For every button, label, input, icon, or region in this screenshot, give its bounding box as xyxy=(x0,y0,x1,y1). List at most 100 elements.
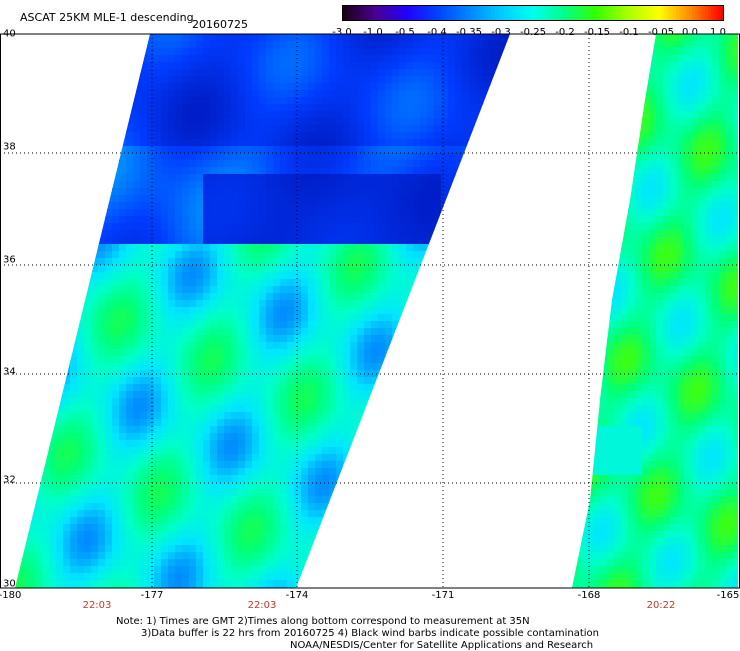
wind-cell xyxy=(70,342,78,350)
wind-cell xyxy=(56,447,64,455)
wind-cell xyxy=(77,300,85,308)
wind-cell xyxy=(161,335,169,343)
wind-cell xyxy=(434,335,442,343)
wind-cell xyxy=(448,286,456,294)
wind-cell xyxy=(84,272,92,280)
wind-cell xyxy=(287,195,295,203)
wind-cell xyxy=(98,475,106,483)
wind-cell xyxy=(434,265,442,273)
wind-cell xyxy=(133,111,141,119)
wind-cell xyxy=(77,286,85,294)
wind-cell xyxy=(238,377,246,385)
wind-cell xyxy=(175,181,183,189)
wind-cell xyxy=(56,174,64,182)
wind-cell xyxy=(329,363,337,371)
wind-cell xyxy=(336,433,344,441)
wind-cell xyxy=(245,314,253,322)
wind-cell xyxy=(504,90,512,98)
wind-cell xyxy=(504,55,512,63)
wind-cell xyxy=(392,391,400,399)
wind-cell xyxy=(147,216,155,224)
wind-cell xyxy=(182,251,190,259)
wind-cell xyxy=(196,342,204,350)
wind-cell xyxy=(217,342,225,350)
wind-cell xyxy=(504,461,512,469)
wind-cell xyxy=(399,104,407,112)
wind-cell xyxy=(35,34,43,42)
wind-cell xyxy=(168,426,176,434)
wind-cell xyxy=(231,342,239,350)
wind-cell xyxy=(147,76,155,84)
wind-cell xyxy=(112,454,120,462)
wind-cell xyxy=(308,286,316,294)
wind-cell xyxy=(217,265,225,273)
wind-cell xyxy=(287,398,295,406)
wind-cell xyxy=(252,48,260,56)
wind-cell xyxy=(448,384,456,392)
wind-cell xyxy=(469,454,477,462)
wind-cell xyxy=(301,356,309,364)
wind-cell xyxy=(350,279,358,287)
wind-cell xyxy=(420,363,428,371)
wind-cell xyxy=(70,314,78,322)
wind-cell xyxy=(280,272,288,280)
wind-cell xyxy=(511,461,519,469)
wind-cell xyxy=(441,195,449,203)
wind-cell xyxy=(294,440,302,448)
wind-cell xyxy=(189,69,197,77)
wind-cell xyxy=(7,398,15,406)
wind-cell xyxy=(189,300,197,308)
wind-cell xyxy=(203,279,211,287)
wind-cell xyxy=(98,153,106,161)
wind-cell xyxy=(49,90,57,98)
wind-cell xyxy=(266,384,274,392)
wind-cell xyxy=(168,356,176,364)
wind-cell xyxy=(427,216,435,224)
wind-cell xyxy=(315,377,323,385)
wind-cell xyxy=(357,440,365,448)
wind-cell xyxy=(392,55,400,63)
wind-cell xyxy=(434,398,442,406)
wind-cell xyxy=(231,104,239,112)
wind-cell xyxy=(518,244,526,252)
wind-cell xyxy=(119,153,127,161)
wind-cell xyxy=(434,118,442,126)
wind-cell xyxy=(56,223,64,231)
wind-cell xyxy=(315,265,323,273)
wind-cell xyxy=(301,475,309,483)
wind-cell xyxy=(434,139,442,147)
wind-cell xyxy=(161,349,169,357)
wind-cell xyxy=(168,412,176,420)
wind-cell xyxy=(294,188,302,196)
wind-cell xyxy=(0,118,8,126)
wind-cell xyxy=(70,202,78,210)
wind-cell xyxy=(28,34,36,42)
wind-cell xyxy=(133,286,141,294)
wind-cell xyxy=(336,174,344,182)
wind-cell xyxy=(189,391,197,399)
wind-cell xyxy=(42,258,50,266)
wind-cell xyxy=(357,223,365,231)
wind-cell xyxy=(462,174,470,182)
wind-cell xyxy=(462,363,470,371)
wind-cell xyxy=(259,475,267,483)
wind-cell xyxy=(518,90,526,98)
wind-cell xyxy=(14,111,22,119)
wind-cell xyxy=(7,454,15,462)
wind-cell xyxy=(224,160,232,168)
wind-cell xyxy=(0,97,8,105)
wind-cell xyxy=(273,426,281,434)
wind-cell xyxy=(147,153,155,161)
wind-cell xyxy=(294,41,302,49)
wind-cell xyxy=(434,356,442,364)
wind-cell xyxy=(161,314,169,322)
wind-cell xyxy=(245,251,253,259)
wind-cell xyxy=(364,461,372,469)
wind-cell xyxy=(343,104,351,112)
wind-cell xyxy=(77,272,85,280)
wind-cell xyxy=(294,265,302,273)
wind-cell xyxy=(91,41,99,49)
wind-cell xyxy=(511,475,519,483)
wind-cell xyxy=(175,377,183,385)
wind-cell xyxy=(70,426,78,434)
